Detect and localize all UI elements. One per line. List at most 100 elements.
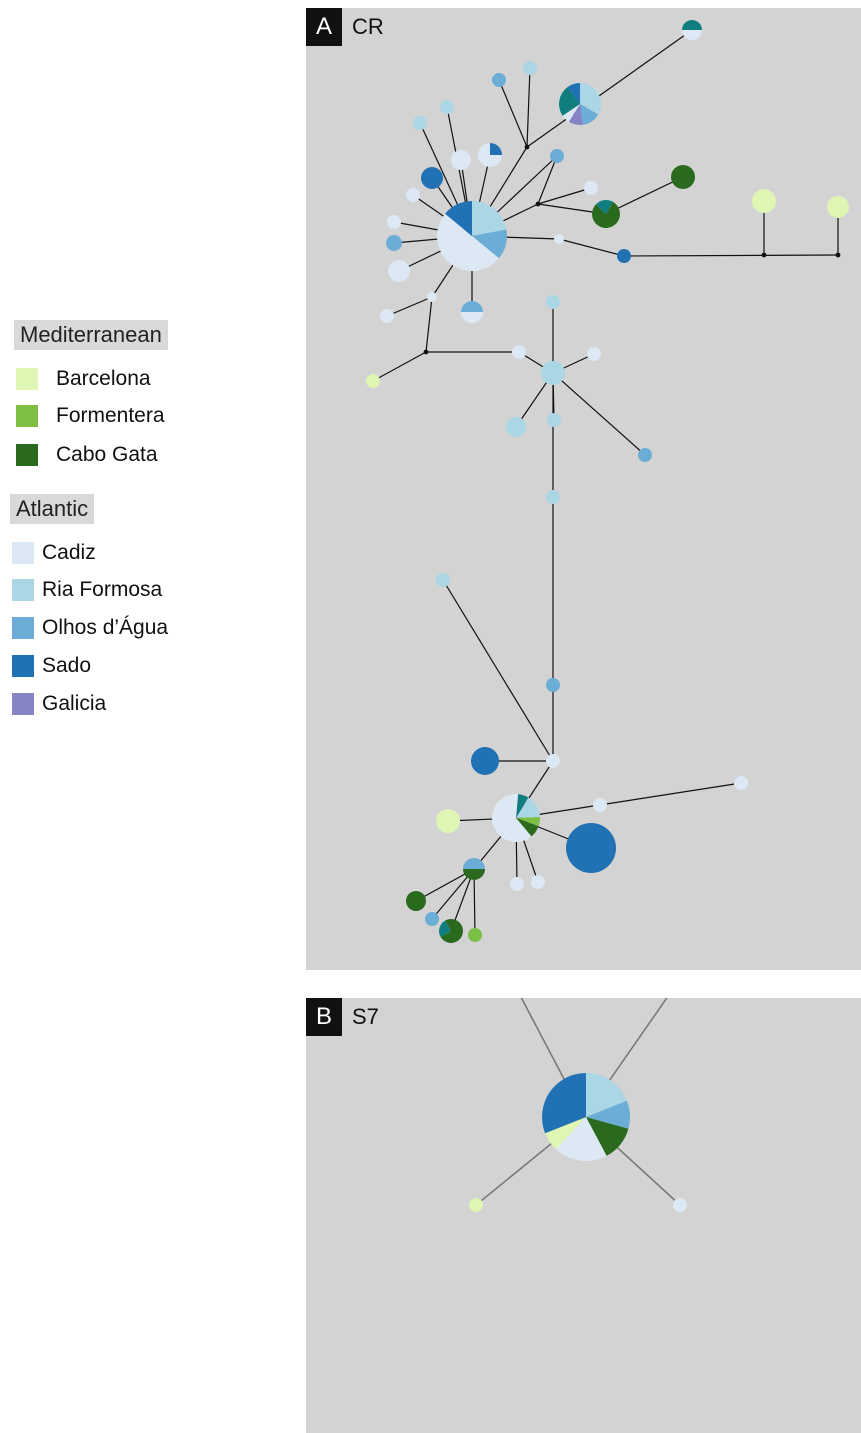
legend-item-formentera: Formentera	[16, 404, 165, 428]
haplotype-pie-slice	[490, 143, 502, 155]
panel-b-name: S7	[352, 1004, 379, 1029]
haplotype-node	[512, 345, 526, 359]
legend-item-ria-formosa: Ria Formosa	[12, 578, 162, 602]
median-vector-node	[835, 252, 841, 258]
legend-label: Cabo Gata	[56, 443, 158, 466]
network-edge	[558, 238, 625, 257]
haplotype-node	[541, 361, 565, 385]
haplotype-node	[547, 413, 561, 427]
haplotype-pie-slice	[439, 920, 451, 937]
haplotype-node	[638, 448, 652, 462]
cabo-gata-swatch	[16, 444, 38, 466]
olhos-dagua-swatch	[12, 617, 34, 639]
haplotype-node	[436, 809, 460, 833]
haplotype-pie-slice	[559, 87, 580, 116]
haplotype-pie-slice	[472, 229, 507, 259]
haplotype-pie-slice	[542, 1073, 586, 1134]
haplotype-pie-slice	[491, 794, 532, 842]
barcelona-swatch	[16, 368, 38, 390]
legend-label: Cadiz	[42, 541, 96, 564]
mediterranean-title: Mediterranean	[14, 320, 168, 350]
haplotype-pie-slice	[568, 104, 583, 126]
median-vector-node	[761, 252, 767, 258]
panel-b-letter: B	[306, 998, 342, 1036]
haplotype-pie-slice	[595, 200, 613, 214]
haplotype-pie-slice	[545, 1117, 586, 1149]
cadiz-swatch	[12, 542, 34, 564]
legend-label: Barcelona	[56, 367, 151, 390]
sado-swatch	[12, 655, 34, 677]
legend-label: Formentera	[56, 404, 165, 427]
haplotype-pie-slice	[440, 919, 463, 944]
haplotype-node	[468, 928, 482, 942]
haplotype-pie-slice	[586, 1100, 630, 1129]
ria-formosa-swatch	[12, 579, 34, 601]
network-edge	[386, 296, 433, 317]
haplotype-node	[406, 891, 426, 911]
network-edge	[605, 176, 684, 215]
haplotype-node	[734, 776, 748, 790]
legend-label: Galicia	[42, 692, 107, 715]
haplotype-node	[380, 309, 394, 323]
panel-a-name: CR	[352, 14, 384, 39]
haplotype-pie-slice	[445, 201, 472, 236]
haplotype-node	[550, 149, 564, 163]
haplotype-node	[752, 189, 776, 213]
haplotype-node	[587, 347, 601, 361]
network-edge	[498, 79, 528, 148]
haplotype-node	[827, 196, 849, 218]
legend-item-sado: Sado	[12, 654, 91, 678]
haplotype-node	[593, 798, 607, 812]
haplotype-node	[554, 234, 564, 244]
haplotype-pie-slice	[567, 83, 580, 104]
haplotype-node	[584, 181, 598, 195]
network-edge	[415, 868, 475, 902]
panel-a-letter: A	[306, 8, 342, 46]
haplotype-node	[469, 1198, 483, 1212]
haplotype-pie-slice	[586, 1117, 629, 1156]
haplotype-pie-slice	[586, 1073, 627, 1117]
median-vector-node	[524, 144, 530, 150]
network-edge	[372, 351, 427, 382]
haplotype-node	[546, 490, 560, 504]
haplotype-pie-slice	[463, 858, 485, 869]
haplotype-node	[510, 877, 524, 891]
legend-item-barcelona: Barcelona	[16, 367, 151, 391]
network-edge	[552, 372, 646, 456]
network-edge	[425, 296, 433, 353]
haplotype-node	[421, 167, 443, 189]
haplotype-node	[413, 116, 427, 130]
haplotype-node	[546, 295, 560, 309]
haplotype-node	[406, 188, 420, 202]
haplotype-pie-slice	[555, 1117, 607, 1161]
haplotype-node	[673, 1198, 687, 1212]
haplotype-pie-slice	[516, 794, 529, 818]
legend-item-cabo-gata: Cabo Gata	[16, 443, 158, 467]
network-edge	[473, 868, 476, 936]
haplotype-node	[546, 678, 560, 692]
haplotype-node	[436, 573, 450, 587]
legend-item-cadiz: Cadiz	[12, 541, 96, 565]
haplotype-pie-slice	[682, 20, 702, 30]
network-edge	[520, 998, 585, 1118]
haplotype-node	[566, 823, 616, 873]
haplotype-pie-slice	[580, 104, 599, 125]
network-edge	[537, 155, 558, 205]
haplotype-pie-slice	[461, 301, 483, 312]
legend-label: Olhos d’Água	[42, 616, 169, 639]
atlantic-title: Atlantic	[10, 494, 95, 524]
haplotype-pie-slice	[682, 30, 702, 40]
legend-label: Sado	[42, 654, 92, 677]
haplotype-pie-slice	[592, 201, 620, 229]
galicia-swatch	[12, 693, 34, 715]
median-vector-node	[535, 201, 541, 207]
haplotype-node	[387, 215, 401, 229]
haplotype-node	[366, 374, 380, 388]
haplotype-node	[531, 875, 545, 889]
legend-item-galicia: Galicia	[12, 692, 106, 716]
haplotype-node	[492, 73, 506, 87]
legend-label: Ria Formosa	[42, 578, 163, 601]
network-edge	[442, 579, 554, 762]
haplotype-node	[523, 61, 537, 75]
network-edge	[526, 67, 531, 148]
